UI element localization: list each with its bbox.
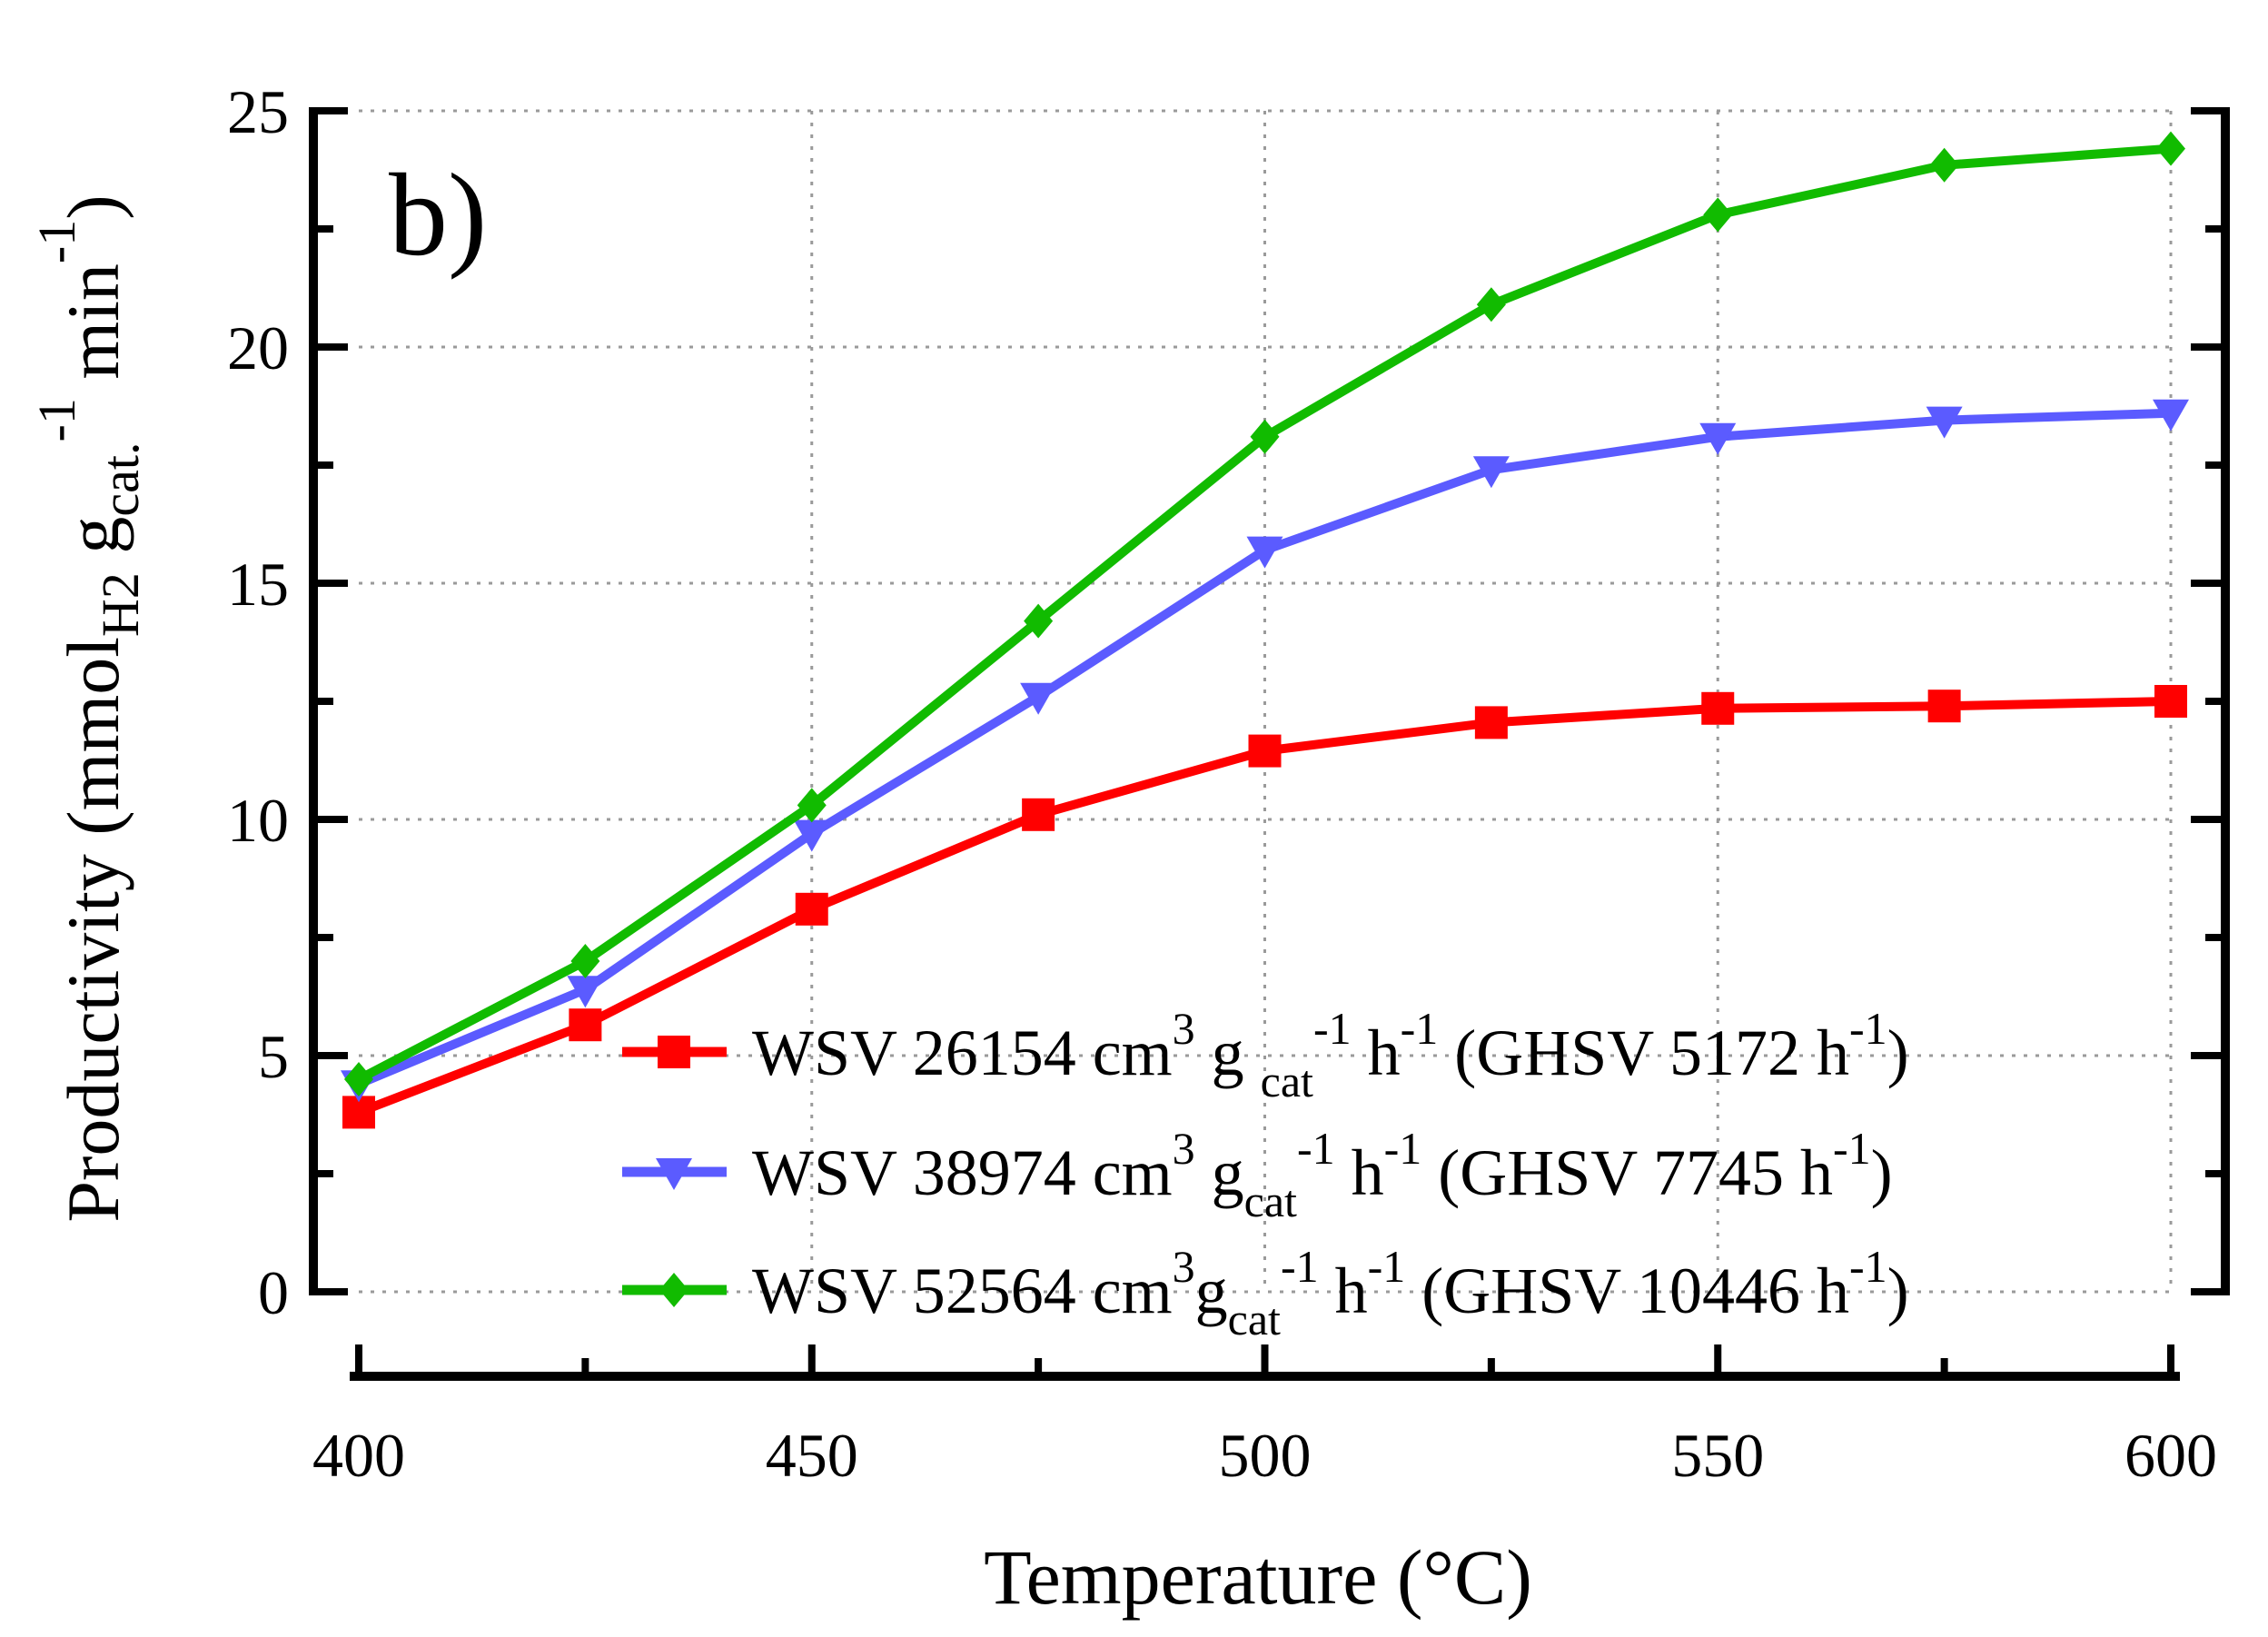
legend-label-part-2-5: h [1319,1255,1368,1327]
y-axis-title-mid: g [52,517,134,573]
legend-label-part-2-1: 3 [1173,1241,1195,1292]
data-point-2-3 [1024,603,1054,639]
legend-label-part-0-1: 3 [1173,1003,1195,1054]
legend-label-part-0-6: -1 [1401,1003,1439,1054]
data-point-0-7 [1927,690,1961,723]
y-tick-label-25: 25 [227,77,289,146]
legend-marker-0 [658,1036,690,1068]
data-point-1-6 [1699,422,1737,455]
data-point-0-1 [569,1008,602,1042]
data-point-1-2 [793,819,830,852]
legend: WSV 26154 cm3 g cat-1 h-1 (GHSV 5172 h-1… [622,1003,1909,1344]
y-axis-title-sub1: H2 [91,572,150,637]
series-0 [342,685,2187,1129]
y-axis-title: Productivity (mmolH2 gcat.-1 min-1) [27,194,150,1222]
legend-label-part-1-4: -1 [1297,1123,1335,1174]
legend-label-part-1-3: cat [1244,1176,1297,1226]
legend-label-part-2-8: -1 [1849,1241,1887,1292]
data-point-2-6 [1703,197,1733,233]
legend-label-part-0-4: -1 [1313,1003,1352,1054]
y-tick-label-0: 0 [258,1258,289,1327]
y-axis-title-sup1: -1 [27,398,86,441]
legend-label-part-2-9: ) [1887,1255,1909,1327]
legend-label-part-1-1: 3 [1173,1123,1195,1174]
y-axis-title-tail: min [52,263,134,398]
data-point-2-2 [797,788,827,823]
data-point-2-8 [2156,131,2185,166]
data-point-2-0 [344,1062,373,1096]
legend-label-part-0-5: h [1352,1017,1401,1089]
legend-label-0: WSV 26154 cm3 g cat-1 h-1 (GHSV 5172 h-1… [752,1003,1909,1106]
series-2 [344,131,2185,1096]
legend-label-part-0-3: cat [1261,1056,1313,1106]
legend-label-part-1-5: h [1335,1136,1384,1209]
legend-label-part-2-2: g [1195,1255,1228,1327]
legend-label-part-2-4: -1 [1281,1241,1319,1292]
legend-label-part-1-7: (GHSV 7745 h [1421,1136,1833,1209]
data-point-1-5 [1472,456,1510,489]
legend-label-part-0-0: WSV 26154 cm [752,1017,1173,1089]
legend-label-part-2-3: cat [1228,1294,1281,1344]
data-point-2-7 [1929,147,1959,183]
data-point-0-4 [1248,734,1282,768]
y-tick-label-10: 10 [227,786,289,855]
legend-label-part-1-6: -1 [1384,1123,1422,1174]
x-tick-label-500: 500 [1219,1421,1312,1490]
data-point-0-8 [2154,685,2187,718]
legend-label-part-2-7: (GHSV 10446 h [1405,1255,1849,1327]
legend-marker-1 [656,1158,692,1190]
legend-label-part-0-8: -1 [1849,1003,1887,1054]
y-axis-title-sup2: -1 [27,220,86,263]
grid [359,109,2173,1294]
legend-label-part-1-8: -1 [1833,1123,1871,1174]
legend-entry-2: WSV 52564 cm3gcat-1 h-1 (GHSV 10446 h-1) [622,1241,1909,1344]
legend-marker-2 [659,1273,688,1307]
legend-label-2: WSV 52564 cm3gcat-1 h-1 (GHSV 10446 h-1) [752,1241,1909,1344]
x-tick-label-600: 600 [2124,1421,2217,1490]
x-axis-title: Temperature (°C) [984,1533,1532,1621]
legend-label-1: WSV 38974 cm3 gcat-1 h-1 (GHSV 7745 h-1) [752,1123,1893,1226]
panel-label: b) [389,150,487,281]
y-axis-title-close: ) [52,194,134,219]
data-point-2-4 [1250,419,1280,454]
legend-label-part-2-0: WSV 52564 cm [752,1255,1173,1327]
data-point-1-3 [1020,682,1057,715]
y-axis-title-main: Productivity (mmol [52,637,134,1223]
x-tick-label-550: 550 [1671,1421,1764,1490]
data-point-1-8 [2153,399,2189,432]
tick-labels: 400 450 500 550 600 0 5 10 15 20 25 [227,77,2217,1490]
data-point-1-7 [1926,406,1963,439]
data-point-0-2 [795,892,828,926]
legend-label-part-0-2: g [1195,1017,1261,1089]
x-tick-label-450: 450 [766,1421,858,1490]
data-point-2-1 [570,944,600,978]
legend-label-part-1-0: WSV 38974 cm [752,1136,1173,1209]
data-point-0-5 [1474,706,1508,739]
legend-label-part-1-2: g [1195,1136,1244,1209]
x-tick-label-400: 400 [312,1421,405,1490]
legend-label-part-0-9: ) [1887,1017,1909,1089]
legend-entry-1: WSV 38974 cm3 gcat-1 h-1 (GHSV 7745 h-1) [622,1123,1893,1226]
ticks [313,107,2225,1376]
data-point-1-1 [567,976,604,1008]
legend-label-part-2-6: -1 [1368,1241,1406,1292]
data-point-2-5 [1476,287,1506,322]
y-axis-title-sub2: cat. [91,441,150,516]
y-tick-label-5: 5 [258,1022,289,1091]
legend-label-part-0-7: (GHSV 5172 h [1438,1017,1849,1089]
series-layer [341,131,2189,1129]
data-point-1-4 [1246,536,1283,569]
legend-entry-0: WSV 26154 cm3 g cat-1 h-1 (GHSV 5172 h-1… [622,1003,1909,1106]
legend-label-part-1-9: ) [1871,1136,1893,1209]
y-tick-label-20: 20 [227,313,289,382]
data-point-0-6 [1701,691,1735,725]
y-tick-label-15: 15 [227,550,289,619]
data-point-0-3 [1022,798,1055,831]
